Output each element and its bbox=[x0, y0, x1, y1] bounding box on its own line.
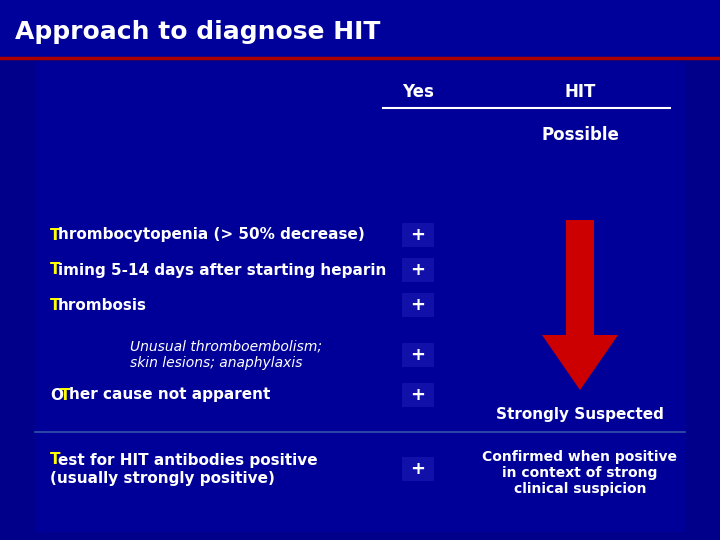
Text: +: + bbox=[410, 261, 426, 279]
Text: her cause not apparent: her cause not apparent bbox=[69, 388, 271, 402]
FancyBboxPatch shape bbox=[566, 220, 594, 335]
Text: Strongly Suspected: Strongly Suspected bbox=[496, 408, 664, 422]
Text: T: T bbox=[50, 227, 60, 242]
Text: O: O bbox=[50, 388, 63, 402]
Text: hrombocytopenia (> 50% decrease): hrombocytopenia (> 50% decrease) bbox=[58, 227, 365, 242]
FancyBboxPatch shape bbox=[402, 293, 434, 317]
Text: T: T bbox=[60, 388, 71, 402]
Text: T: T bbox=[50, 453, 60, 468]
FancyBboxPatch shape bbox=[402, 383, 434, 407]
FancyBboxPatch shape bbox=[35, 62, 685, 532]
Text: Confirmed when positive: Confirmed when positive bbox=[482, 450, 678, 464]
Text: +: + bbox=[410, 296, 426, 314]
Text: in context of strong: in context of strong bbox=[503, 466, 657, 480]
FancyBboxPatch shape bbox=[402, 343, 434, 367]
Text: skin lesions; anaphylaxis: skin lesions; anaphylaxis bbox=[130, 356, 302, 370]
FancyBboxPatch shape bbox=[402, 223, 434, 247]
Text: (usually strongly positive): (usually strongly positive) bbox=[50, 470, 275, 485]
Text: HIT: HIT bbox=[564, 83, 595, 101]
Text: T: T bbox=[50, 262, 60, 278]
FancyBboxPatch shape bbox=[402, 457, 434, 481]
Polygon shape bbox=[542, 335, 618, 390]
Text: Yes: Yes bbox=[402, 83, 434, 101]
Text: +: + bbox=[410, 386, 426, 404]
FancyBboxPatch shape bbox=[0, 0, 720, 58]
Text: T: T bbox=[50, 298, 60, 313]
Text: iming 5-14 days after starting heparin: iming 5-14 days after starting heparin bbox=[58, 262, 387, 278]
Text: Possible: Possible bbox=[541, 126, 619, 144]
Text: Approach to diagnose HIT: Approach to diagnose HIT bbox=[15, 20, 380, 44]
Text: +: + bbox=[410, 460, 426, 478]
Text: Unusual thromboembolism;: Unusual thromboembolism; bbox=[130, 340, 322, 354]
Text: hrombosis: hrombosis bbox=[58, 298, 147, 313]
Text: est for HIT antibodies positive: est for HIT antibodies positive bbox=[58, 453, 318, 468]
Text: clinical suspicion: clinical suspicion bbox=[514, 482, 647, 496]
Text: +: + bbox=[410, 226, 426, 244]
FancyBboxPatch shape bbox=[402, 258, 434, 282]
Text: +: + bbox=[410, 346, 426, 364]
